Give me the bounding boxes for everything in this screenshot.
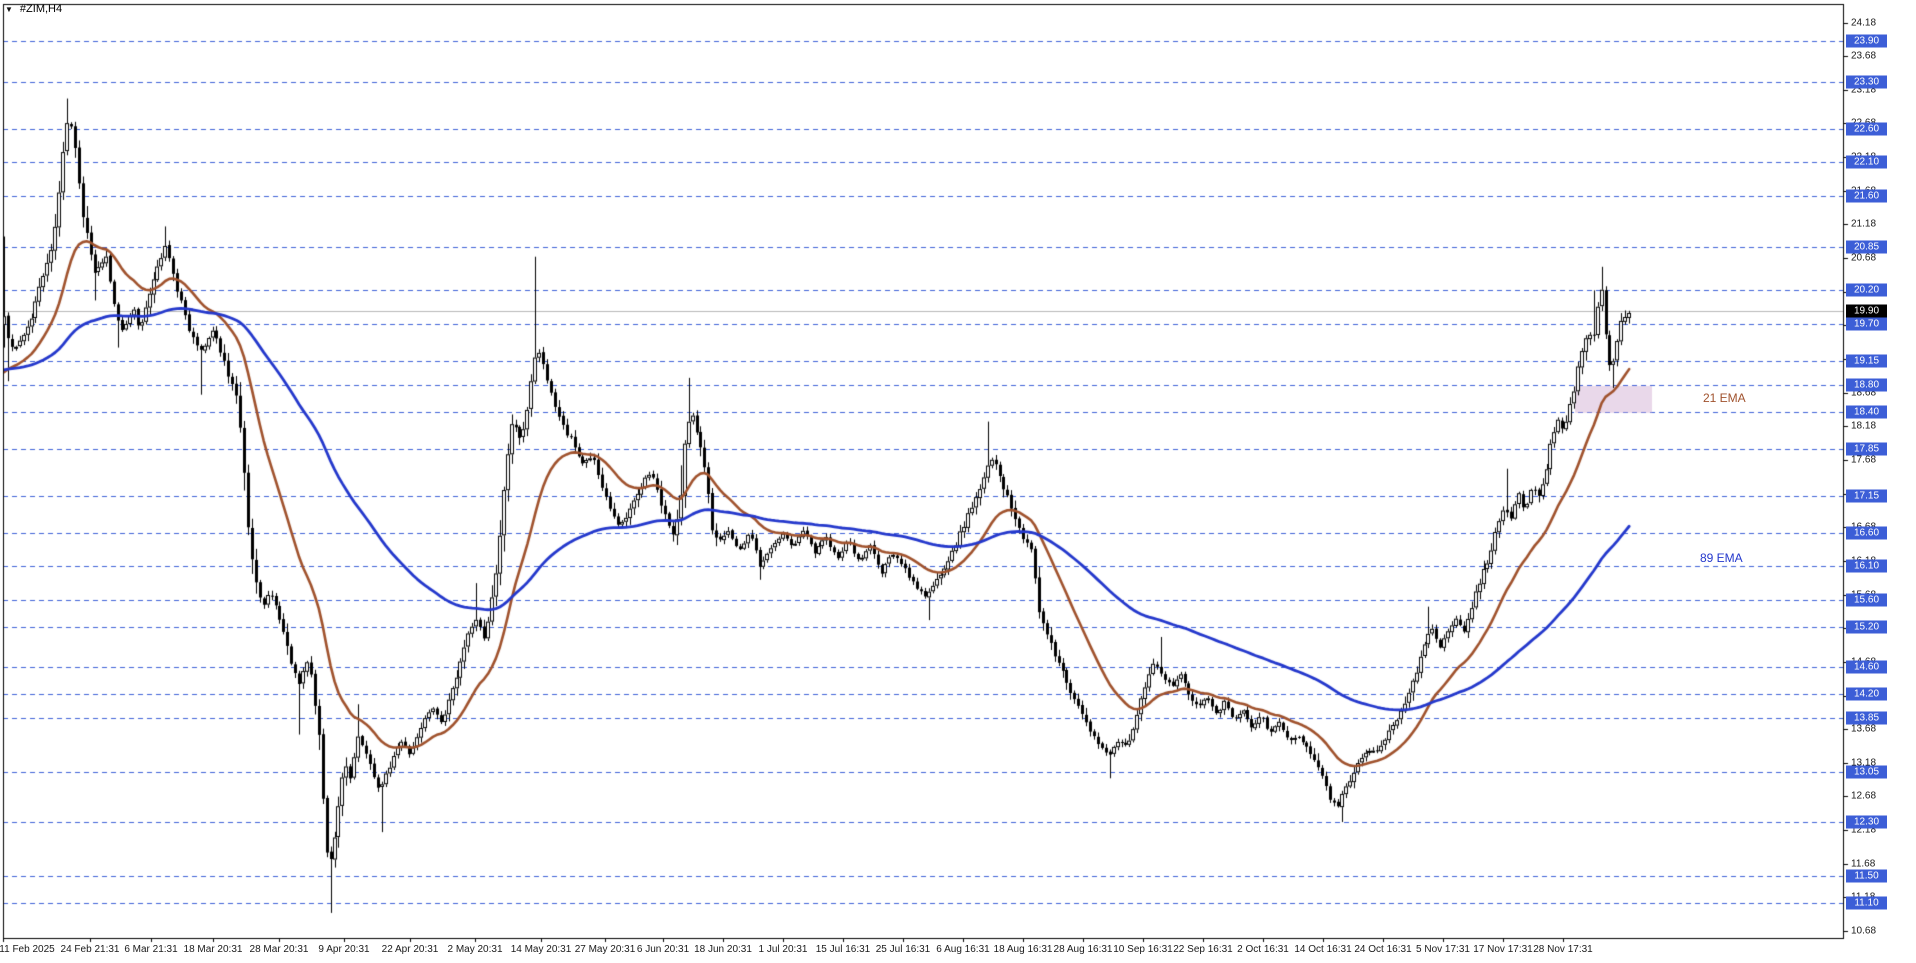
time-axis-label: 28 Nov 17:31: [1533, 944, 1593, 955]
time-axis-label: 18 Aug 16:31: [993, 944, 1053, 955]
triangle-down-icon: ▼: [5, 4, 13, 14]
time-axis-label: 14 May 20:31: [510, 944, 572, 955]
symbol-dropdown[interactable]: ▼ #ZIM,H4: [5, 3, 62, 15]
time-axis-label: 2 Oct 16:31: [1237, 944, 1289, 955]
price-level-label: 15.20: [1846, 620, 1887, 634]
price-level-label: 19.70: [1846, 317, 1887, 331]
ema89-label: 89 EMA: [1700, 551, 1743, 565]
price-level-label: 22.60: [1846, 122, 1887, 136]
price-level-label: 14.20: [1846, 687, 1887, 701]
price-level-label: 12.30: [1846, 815, 1887, 829]
time-axis-label: 24 Feb 21:31: [60, 944, 120, 955]
price-level-label: 18.80: [1846, 378, 1887, 392]
price-level-label: 16.60: [1846, 526, 1887, 540]
time-axis-label: 6 Mar 21:31: [124, 944, 178, 955]
time-axis-label: 18 Jun 20:31: [694, 944, 752, 955]
price-tick-label: 20.68: [1851, 252, 1877, 264]
price-level-label: 20.85: [1846, 240, 1887, 254]
price-level-label: 16.10: [1846, 559, 1887, 573]
time-axis-label: 10 Sep 16:31: [1113, 944, 1173, 955]
ema21-label: 21 EMA: [1703, 391, 1746, 405]
time-axis-label: 27 May 20:31: [574, 944, 636, 955]
price-level-label: 14.60: [1846, 660, 1887, 674]
time-axis-label: 1 Jul 20:31: [758, 944, 808, 955]
price-level-label: 13.85: [1846, 711, 1887, 725]
time-axis-label: 2 May 20:31: [447, 944, 503, 955]
price-tick-label: 23.18: [1851, 84, 1877, 96]
price-level-label: 18.40: [1846, 405, 1887, 418]
price-tick-label: 12.18: [1851, 824, 1877, 836]
current-price-label: 19.90: [1846, 304, 1887, 318]
price-tick-label: 11.68: [1851, 858, 1876, 870]
price-level-label: 21.60: [1846, 189, 1887, 203]
time-axis-label: 28 Mar 20:31: [249, 944, 309, 955]
time-axis-label: 15 Jul 16:31: [815, 944, 871, 955]
time-axis-label: 6 Aug 16:31: [936, 944, 990, 955]
time-axis-label: 18 Mar 20:31: [183, 944, 243, 955]
price-level-label: 20.20: [1846, 283, 1887, 297]
time-axis-label: 5 Nov 17:31: [1416, 944, 1470, 955]
price-tick-label: 24.18: [1851, 17, 1877, 28]
price-level-label: 11.50: [1846, 869, 1887, 883]
price-level-label: 15.60: [1846, 593, 1887, 607]
price-tick-label: 10.68: [1851, 925, 1877, 937]
symbol-label: #ZIM,H4: [19, 3, 63, 15]
price-level-label: 22.10: [1846, 155, 1887, 169]
price-tick-label: 23.68: [1851, 50, 1877, 62]
price-tick-label: 12.68: [1851, 790, 1877, 802]
time-axis-label: 6 Jun 20:31: [636, 944, 690, 955]
time-axis-label: 22 Sep 16:31: [1173, 944, 1233, 955]
price-level-label: 11.10: [1846, 896, 1887, 910]
price-tick-label: 17.68: [1851, 454, 1877, 466]
time-axis-label: 25 Jul 16:31: [875, 944, 931, 955]
price-tick-label: 21.18: [1851, 218, 1877, 230]
time-axis-label: 28 Aug 16:31: [1053, 944, 1113, 955]
price-tick-label: 18.68: [1851, 387, 1877, 399]
time-axis-label: 17 Nov 17:31: [1473, 944, 1533, 955]
price-level-label: 13.05: [1846, 765, 1887, 779]
price-level-label: 17.85: [1846, 442, 1887, 456]
time-axis-label: 24 Oct 16:31: [1354, 944, 1412, 955]
price-tick-label: 18.18: [1851, 420, 1877, 432]
time-axis-label: 11 Feb 2025: [0, 944, 55, 955]
price-level-label: 23.30: [1846, 75, 1887, 89]
time-axis-label: 9 Apr 20:31: [318, 944, 370, 955]
price-level-label: 19.15: [1846, 354, 1887, 368]
price-level-label: 17.15: [1846, 489, 1887, 503]
price-tick-label: 13.18: [1851, 757, 1877, 769]
time-axis-label: 22 Apr 20:31: [381, 944, 439, 955]
price-level-label: 23.90: [1846, 34, 1887, 48]
price-tick-label: 13.68: [1851, 723, 1877, 735]
time-axis-label: 14 Oct 16:31: [1294, 944, 1352, 955]
